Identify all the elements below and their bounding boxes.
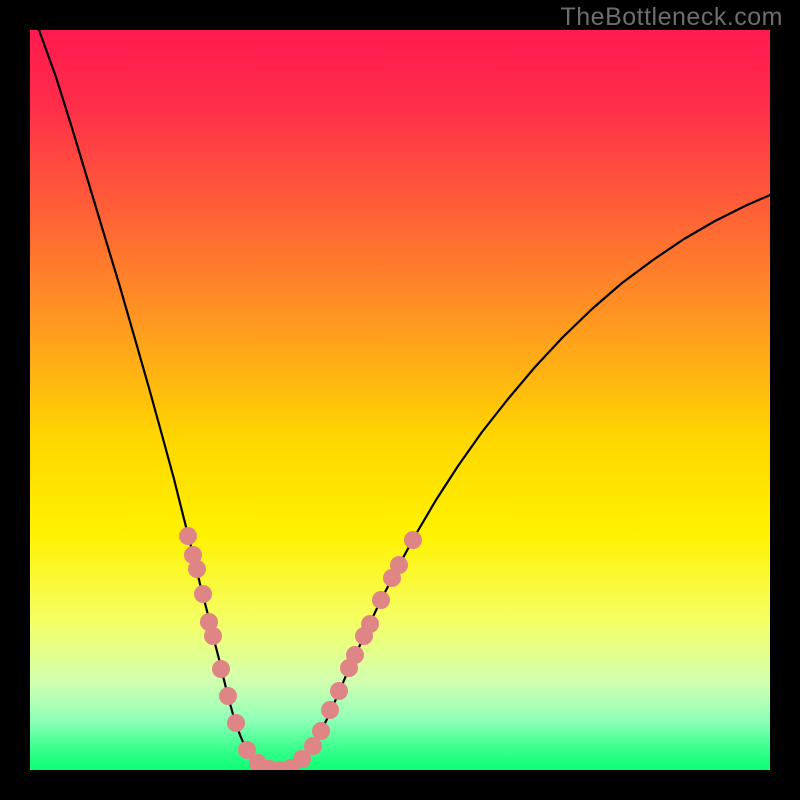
data-marker [212, 660, 230, 678]
data-marker [404, 531, 422, 549]
data-marker [390, 556, 408, 574]
chart-svg [0, 0, 800, 800]
data-marker [330, 682, 348, 700]
data-marker [312, 722, 330, 740]
data-marker [361, 615, 379, 633]
data-marker [188, 560, 206, 578]
watermark-text: TheBottleneck.com [561, 3, 784, 32]
data-marker [321, 701, 339, 719]
plot-area [0, 0, 800, 800]
data-marker [204, 627, 222, 645]
data-marker [219, 687, 237, 705]
data-marker [346, 646, 364, 664]
data-marker [179, 527, 197, 545]
data-marker [227, 714, 245, 732]
data-marker [372, 591, 390, 609]
gradient-background [30, 30, 770, 770]
data-marker [194, 585, 212, 603]
